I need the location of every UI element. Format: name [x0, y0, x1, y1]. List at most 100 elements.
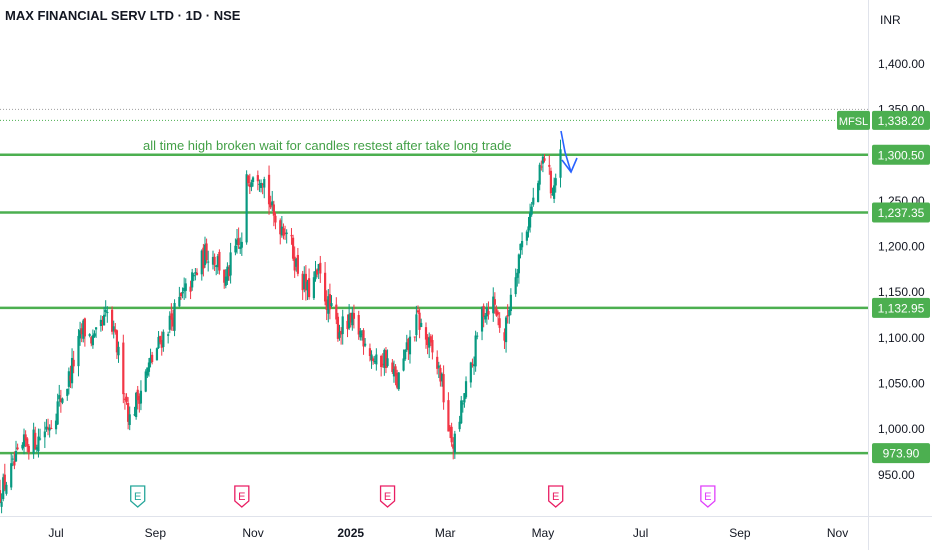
candle-body: [279, 220, 282, 235]
symbol-badge-label: MFSL: [839, 116, 868, 128]
candle-body: [216, 256, 219, 268]
candle-body: [352, 313, 356, 319]
candle-body: [43, 431, 46, 438]
x-tick-label: 2025: [337, 526, 364, 540]
candle-body: [106, 311, 109, 314]
candle-body: [285, 232, 288, 235]
candle-body: [13, 461, 16, 466]
candle-body: [171, 317, 175, 327]
candle-body: [173, 302, 176, 331]
y-tick-label: 1,400.00: [878, 57, 925, 71]
candle-body: [207, 261, 210, 263]
candle-body: [397, 372, 400, 390]
candle-body: [2, 477, 5, 500]
candle-body: [381, 363, 384, 366]
candle-body: [215, 265, 218, 267]
candle-body: [536, 183, 540, 202]
level-price-badge: [872, 144, 930, 165]
candle-body: [101, 322, 104, 324]
candle-body: [450, 426, 453, 443]
candle-body: [82, 320, 85, 339]
candle-body: [0, 490, 2, 503]
currency-label[interactable]: INR: [880, 13, 901, 27]
candle-body: [554, 178, 557, 186]
candle-body: [183, 287, 186, 292]
time-axis[interactable]: Jul Sep Nov 2025 Mar May Jul Sep Nov: [48, 526, 848, 540]
candle-body: [45, 426, 48, 430]
candle-body: [338, 332, 341, 338]
candle-body: [498, 318, 501, 328]
candle-body: [138, 396, 141, 404]
level-price-label: 1,132.95: [878, 301, 925, 315]
candle-body: [80, 328, 83, 335]
candle-body: [66, 388, 69, 396]
candle-body: [151, 354, 154, 363]
candle-body: [330, 303, 333, 306]
candle-body: [295, 258, 298, 267]
earnings-marker[interactable]: E: [700, 485, 716, 508]
arrow-drawing[interactable]: [560, 130, 578, 174]
candle-body: [319, 262, 322, 274]
candle-body: [368, 348, 372, 357]
earnings-marker[interactable]: E: [548, 485, 564, 508]
candle-body: [380, 355, 383, 368]
earnings-marker[interactable]: E: [130, 485, 146, 508]
candle-body: [293, 256, 296, 271]
candle-body: [24, 434, 27, 441]
candle-body: [200, 250, 203, 275]
candle-body: [508, 309, 511, 316]
candle-body: [452, 444, 455, 449]
candle-body: [424, 327, 428, 340]
candle-body: [312, 277, 315, 299]
y-tick-label: 1,150.00: [878, 285, 925, 299]
candle-body: [70, 357, 74, 384]
y-tick-label: 1,100.00: [878, 331, 925, 345]
candle-body: [392, 369, 396, 377]
candle-body: [112, 326, 115, 331]
candle-body: [125, 396, 128, 402]
candle-body: [256, 175, 259, 182]
candle-body: [471, 363, 474, 365]
candle-body: [94, 327, 98, 330]
candle-body: [394, 366, 397, 376]
candle-body: [336, 316, 340, 339]
candle-body: [93, 333, 96, 337]
candle-body: [474, 335, 477, 367]
candle-body: [14, 451, 18, 462]
candle-body: [328, 294, 332, 310]
candle-body: [327, 296, 330, 314]
candle-body: [464, 381, 468, 398]
candle-body: [440, 373, 444, 381]
candle-body: [461, 403, 464, 405]
symbol-badge-label-bg: [837, 110, 870, 130]
candle-body: [261, 183, 264, 185]
earnings-marker[interactable]: E: [234, 485, 250, 508]
x-tick-label: May: [532, 526, 555, 540]
candle-body: [258, 183, 261, 185]
candle-body: [213, 256, 216, 265]
candle-body: [348, 314, 351, 329]
candle-body: [283, 232, 287, 235]
candle-body: [373, 361, 376, 363]
earnings-letter: E: [238, 491, 245, 503]
horizontal-levels[interactable]: 1,300.50 1,237.35 1,132.95 973.90: [0, 144, 930, 464]
earnings-icon: [548, 485, 564, 508]
candle-body: [178, 296, 181, 307]
candle-body: [408, 336, 412, 355]
plot-area[interactable]: [0, 0, 868, 516]
candle-body: [263, 179, 266, 188]
candle-body: [548, 164, 551, 167]
candle-body: [191, 272, 194, 288]
candle-body: [317, 264, 320, 271]
candle-body: [307, 278, 311, 298]
candle-body: [10, 463, 13, 488]
candle-body: [340, 330, 343, 335]
candle-body: [83, 318, 86, 337]
level-price-label: 1,300.50: [878, 148, 925, 162]
earnings-marker[interactable]: E: [379, 485, 396, 508]
candle-body: [11, 458, 14, 460]
candle-body: [426, 336, 429, 346]
candle-body: [372, 358, 375, 361]
